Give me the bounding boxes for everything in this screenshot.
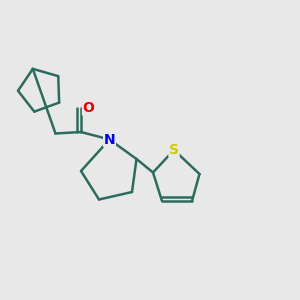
Text: N: N [104, 133, 115, 146]
Text: S: S [169, 143, 179, 157]
Text: O: O [82, 101, 94, 115]
